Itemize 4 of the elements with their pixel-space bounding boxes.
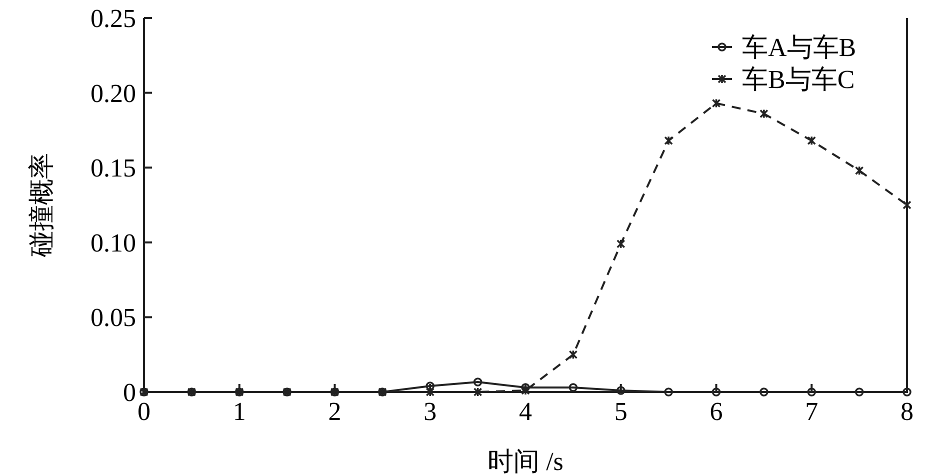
y-axis-title: 碰撞概率 [27,153,56,258]
x-axis-title: 时间 /s [488,447,564,476]
legend-label: 车A与车B [742,33,856,62]
legend-label: 车B与车C [742,65,855,94]
